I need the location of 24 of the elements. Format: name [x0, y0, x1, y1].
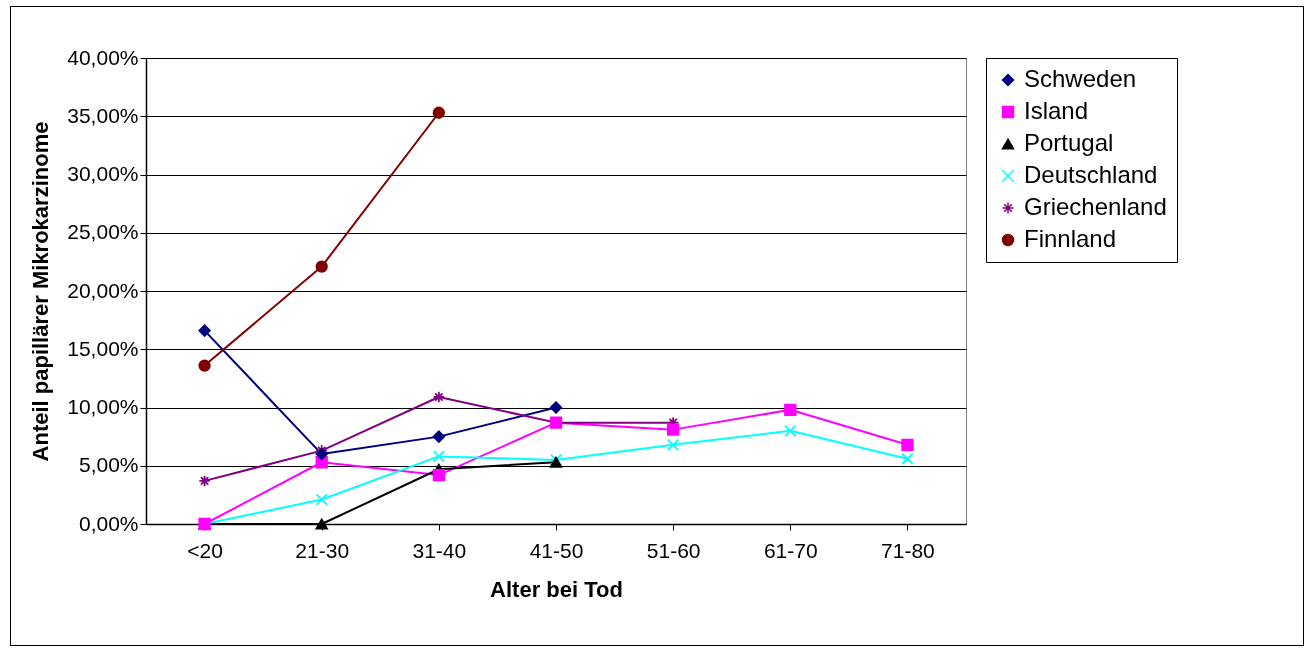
y-tick-label: 15,00% [67, 336, 139, 360]
legend-label: Portugal [1024, 129, 1114, 156]
y-axis-title: Anteil papillärer Mikrokarzinome [28, 121, 54, 462]
y-tick-label: 30,00% [67, 162, 139, 185]
legend-label: Schweden [1024, 65, 1137, 92]
x-tick-label: 41-50 [529, 538, 584, 562]
x-tick-label: <20 [187, 538, 223, 562]
y-tick-label: 40,00% [67, 45, 139, 69]
y-tick-label: 20,00% [67, 278, 139, 302]
y-tick-label: 25,00% [67, 220, 139, 244]
legend-label: Finnland [1024, 225, 1117, 252]
y-tick-label: 10,00% [67, 395, 139, 418]
y-tick-label: 35,00% [67, 103, 139, 127]
x-tick-label: 61-70 [763, 538, 818, 562]
legend-label: Griechenland [1024, 193, 1167, 220]
y-tick-label: 0,00% [78, 511, 139, 535]
y-tick-label: 5,00% [78, 453, 139, 477]
x-tick-label: 31-40 [412, 538, 467, 562]
x-axis-title: Alter bei Tod [490, 576, 623, 602]
x-tick-label: 21-30 [295, 538, 350, 562]
legend-label: Island [1024, 97, 1089, 124]
x-tick-label: 51-60 [646, 538, 701, 562]
x-tick-label: 71-80 [881, 538, 935, 562]
legend-label: Deutschland [1024, 161, 1158, 188]
